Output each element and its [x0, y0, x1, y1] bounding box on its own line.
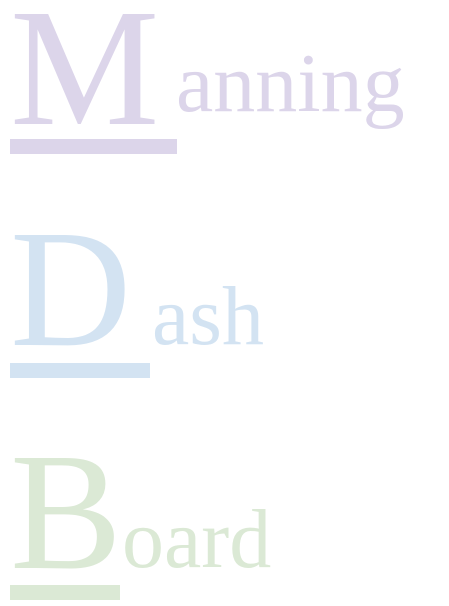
logo-word-manning: M anning	[10, 0, 440, 159]
logo-underline-m	[10, 139, 177, 154]
logo-word-board: B oard	[10, 428, 300, 606]
logo-rest-anning: anning	[176, 37, 405, 130]
logo-word-dash: D ash	[10, 205, 290, 380]
logo-initial-m: M	[10, 0, 160, 161]
logo-rest-ash: ash	[152, 270, 264, 363]
logo-underline-b	[10, 585, 120, 600]
logo-rest-oard: oard	[122, 493, 272, 586]
logo-initial-b: B	[10, 419, 123, 605]
logo-underline-d	[10, 363, 150, 378]
logo-initial-d: D	[10, 196, 132, 382]
